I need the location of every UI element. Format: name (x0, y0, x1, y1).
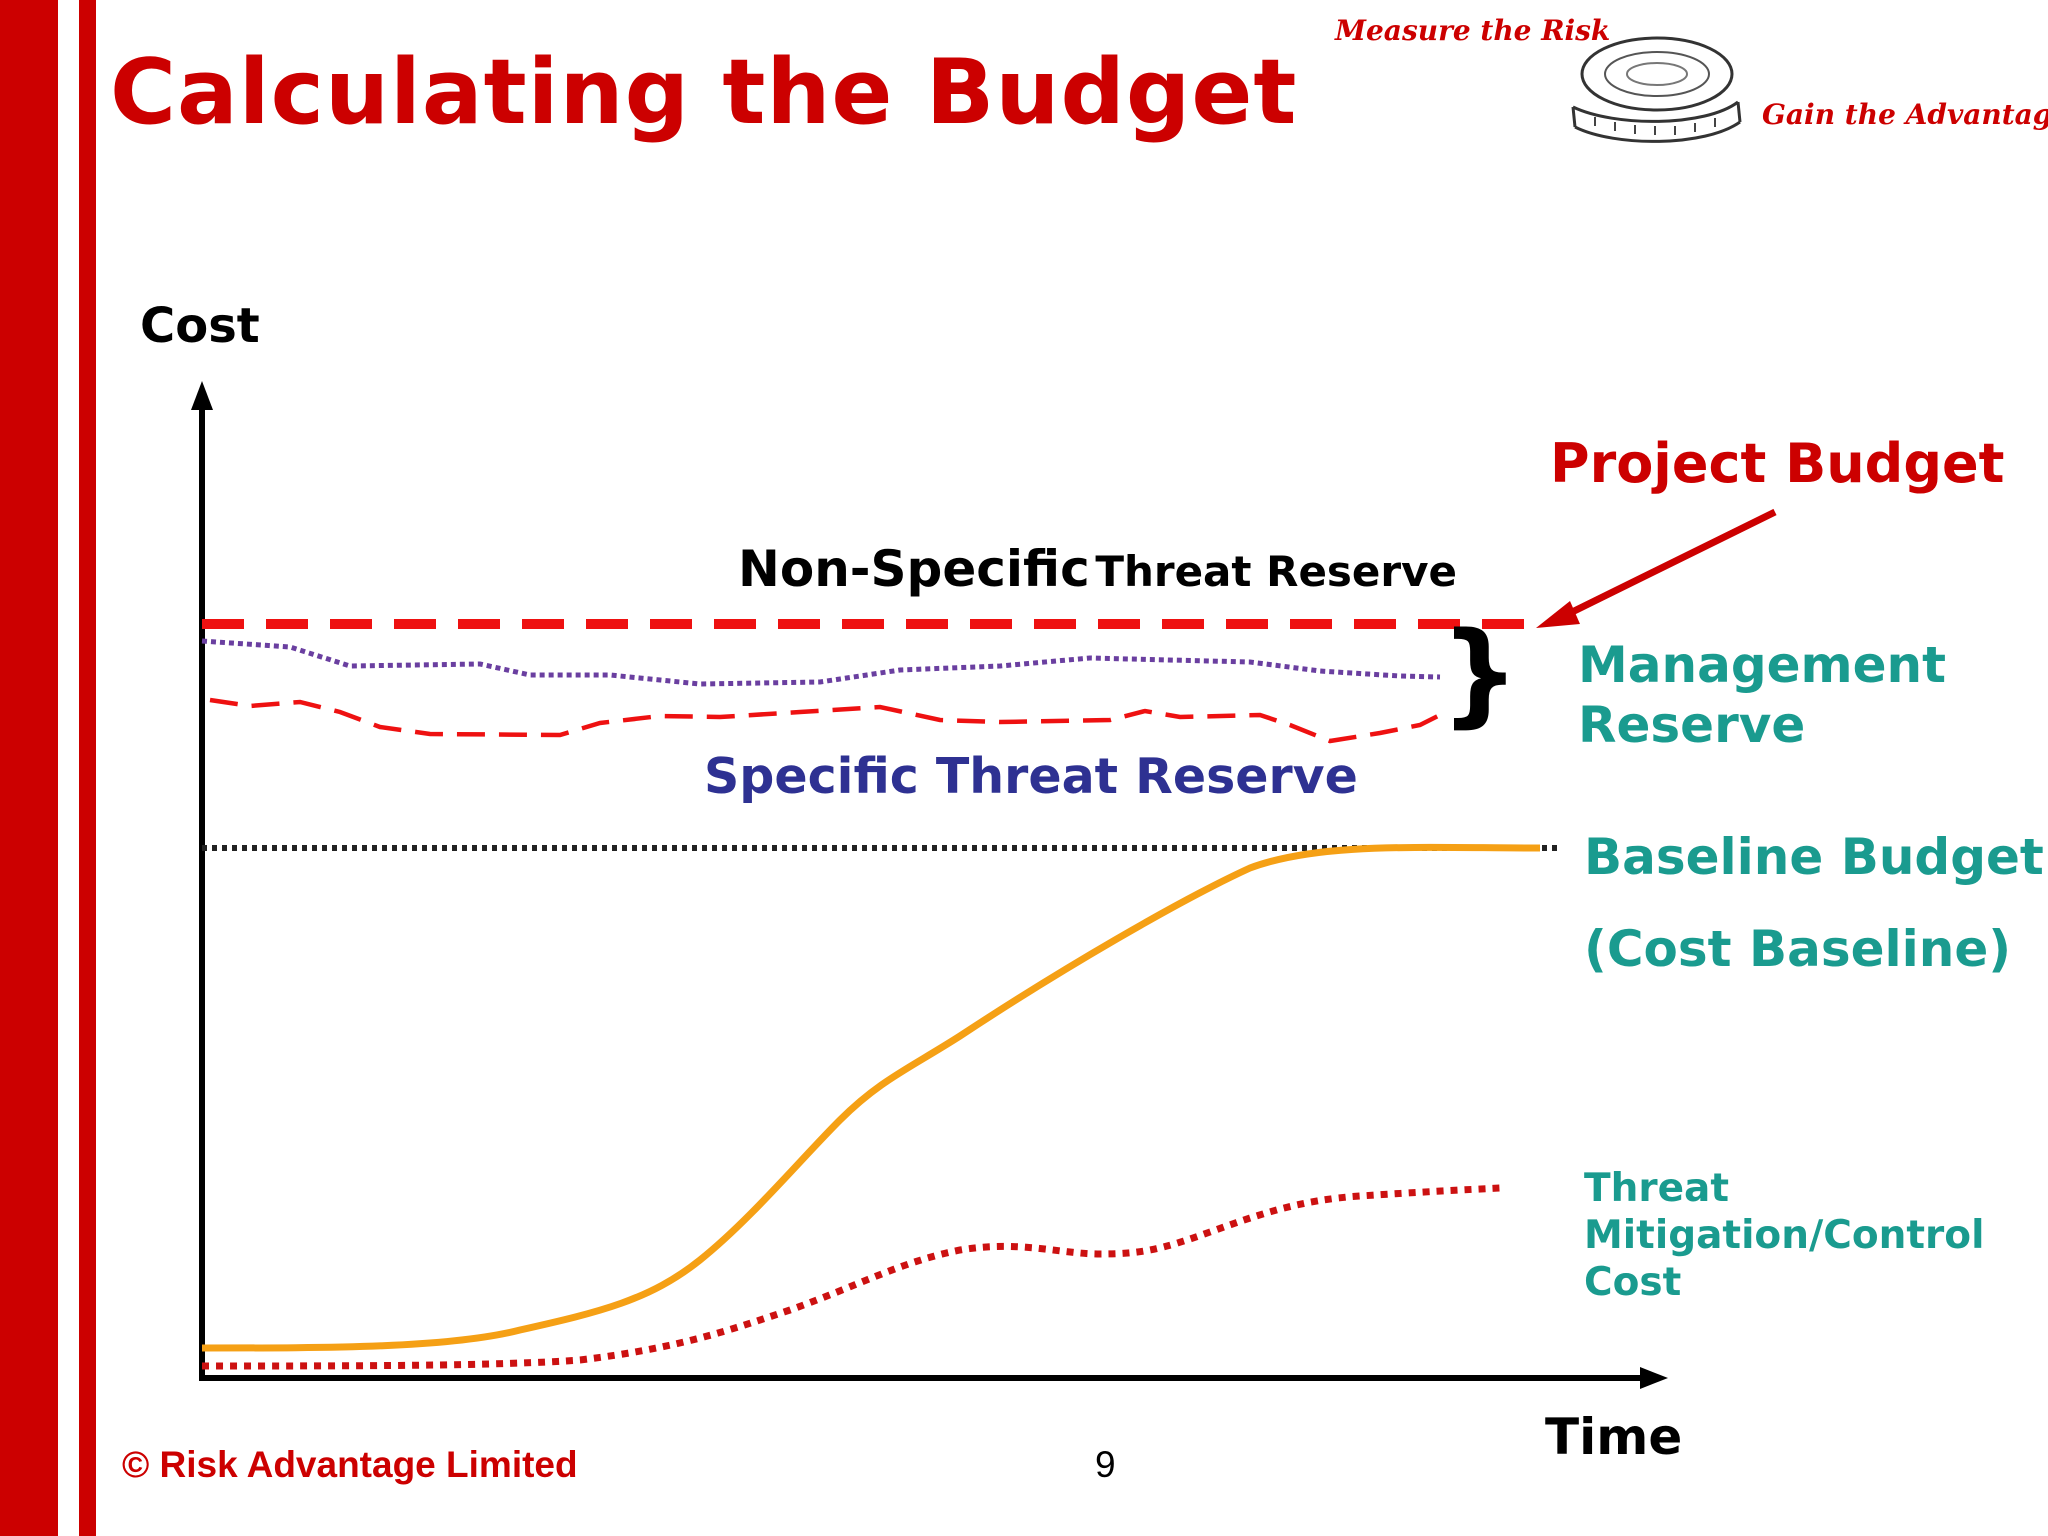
mitigation-cost-label-line2: Mitigation/Control (1584, 1213, 1985, 1258)
left-red-bar-thin (79, 0, 96, 1536)
baseline-budget-label-line2: (Cost Baseline) (1584, 920, 2012, 978)
slide-title: Calculating the Budget (110, 40, 1298, 145)
non-specific-reserve-label-part1: Non-Specific (738, 540, 1090, 598)
mitigation-cost-label-line3: Cost (1584, 1260, 1682, 1305)
y-axis-label: Cost (140, 298, 260, 354)
project-budget-pointer (1558, 508, 1777, 622)
mitigation-cost-curve (201, 1184, 1501, 1370)
specific-reserve-label: Specific Threat Reserve (704, 748, 1358, 805)
x-axis-arrow (1640, 1367, 1668, 1389)
y-axis-arrow (191, 381, 213, 410)
non-specific-reserve-label: Non-Specific Threat Reserve (738, 540, 1457, 598)
tagline-gain-advantage: Gain the Advantage (1762, 98, 2048, 131)
tagline-measure-risk: Measure the Risk (1335, 14, 1611, 47)
page-number: 9 (1095, 1444, 1116, 1485)
left-bar-gap (58, 0, 79, 1536)
mitigation-cost-label-line1: Threat (1584, 1166, 1730, 1211)
reserve-brace: } (1440, 609, 1520, 739)
left-red-bar (0, 0, 58, 1536)
non-specific-reserve-line (201, 638, 1441, 687)
copyright-footer: © Risk Advantage Limited (122, 1444, 578, 1485)
management-reserve-label-line2: Reserve (1578, 696, 1806, 754)
cumulative-cost-curve (201, 843, 1541, 1352)
management-reserve-label-line1: Management (1578, 636, 1947, 694)
baseline-budget-label-line1: Baseline Budget (1584, 828, 2044, 886)
x-axis-label: Time (1545, 1408, 1683, 1466)
tape-measure-icon (1571, 36, 1742, 143)
project-budget-label: Project Budget (1550, 432, 2005, 495)
specific-reserve-line (209, 697, 1442, 744)
non-specific-reserve-label-part2: Threat Reserve (1095, 547, 1457, 596)
project-budget-pointer-head (1536, 601, 1580, 628)
